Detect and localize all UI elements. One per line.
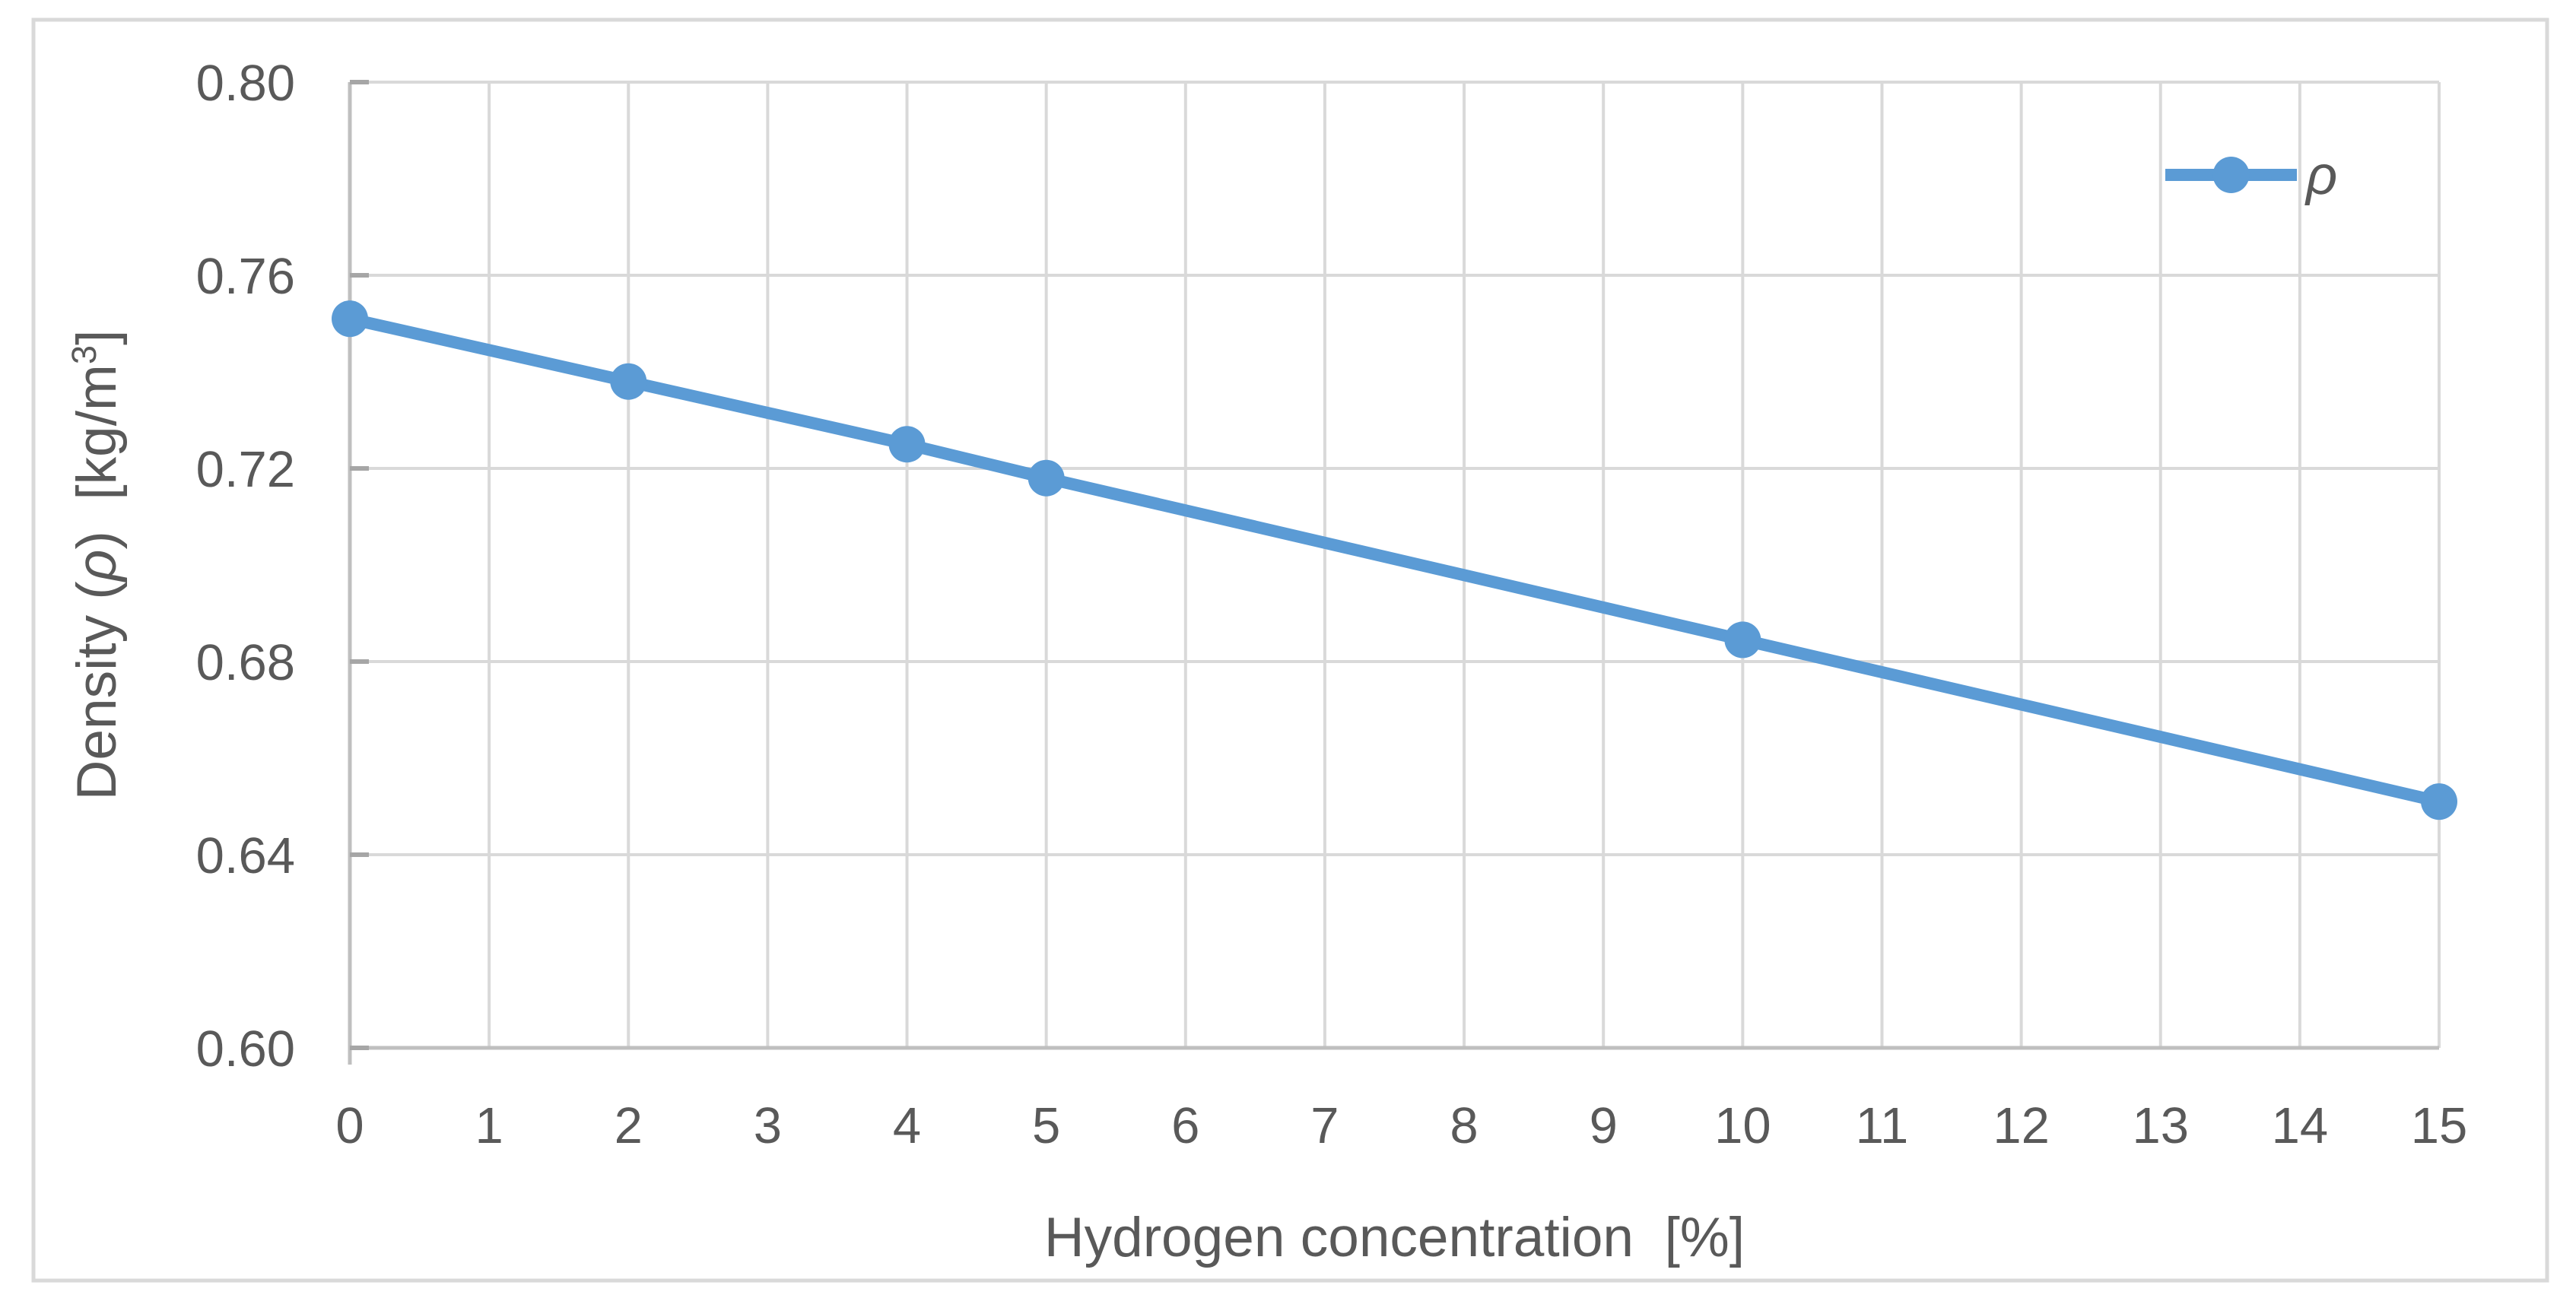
x-tick-label: 4 bbox=[893, 1097, 921, 1154]
y-axis-title: Density (ρ) [kg/m3] bbox=[65, 330, 128, 801]
x-tick-label: 11 bbox=[1856, 1097, 1909, 1154]
y-tick-label: 0.60 bbox=[196, 1020, 295, 1078]
y-tick-label: 0.68 bbox=[196, 634, 295, 691]
legend-marker bbox=[2212, 157, 2250, 193]
x-axis-title: Hydrogen concentration [%] bbox=[1044, 1207, 1745, 1268]
x-tick-label: 0 bbox=[335, 1097, 364, 1154]
y-tick-label: 0.76 bbox=[196, 248, 295, 305]
x-tick-label: 13 bbox=[2132, 1097, 2189, 1154]
data-point-marker bbox=[888, 426, 926, 463]
y-tick-label: 0.72 bbox=[196, 441, 295, 498]
x-tick-label: 15 bbox=[2411, 1097, 2468, 1154]
y-tick-label: 0.64 bbox=[196, 827, 295, 884]
series-line bbox=[344, 313, 2445, 808]
chart-frame bbox=[31, 17, 2549, 1283]
x-tick-label: 12 bbox=[1993, 1097, 2050, 1154]
x-tick-label: 9 bbox=[1590, 1097, 1618, 1154]
x-tick-label: 2 bbox=[615, 1097, 643, 1154]
x-tick-label: 3 bbox=[754, 1097, 782, 1154]
x-tick-label: 7 bbox=[1310, 1097, 1339, 1154]
data-point-marker bbox=[1028, 459, 1065, 497]
x-tick-label: 6 bbox=[1171, 1097, 1199, 1154]
y-tick-label: 0.80 bbox=[196, 55, 295, 112]
x-tick-label: 5 bbox=[1032, 1097, 1060, 1154]
x-tick-label: 8 bbox=[1450, 1097, 1478, 1154]
x-tick-label: 14 bbox=[2272, 1097, 2329, 1154]
data-point-marker bbox=[1724, 621, 1761, 659]
data-point-marker bbox=[2421, 783, 2457, 820]
data-point-marker bbox=[332, 300, 368, 338]
x-tick-label: 10 bbox=[1714, 1097, 1771, 1154]
x-tick-label: 1 bbox=[475, 1097, 503, 1154]
legend-label: ρ bbox=[2304, 145, 2337, 206]
data-point-marker bbox=[610, 363, 647, 400]
